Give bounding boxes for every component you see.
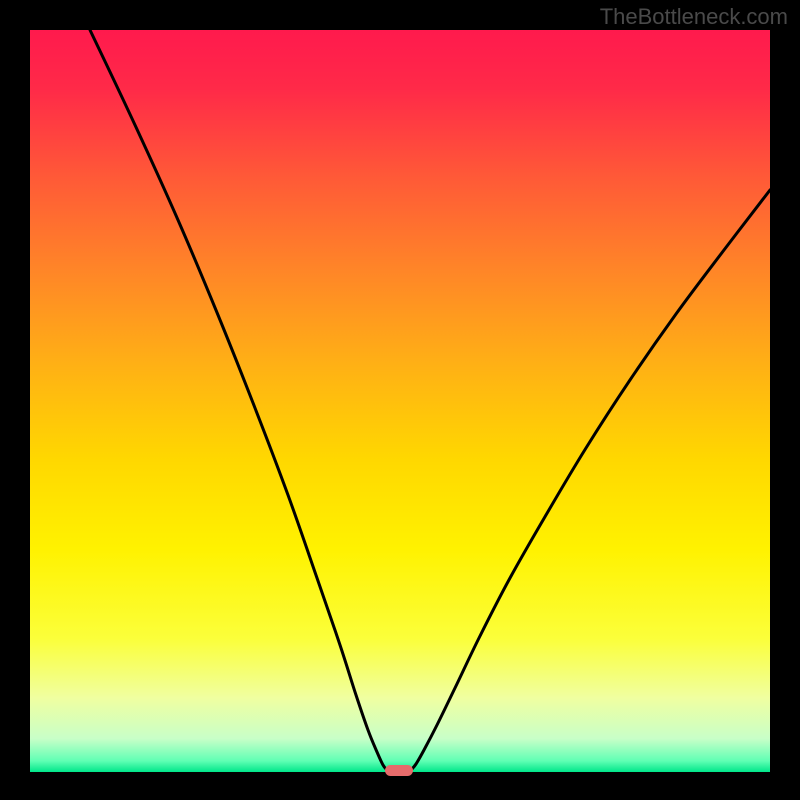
plot-area — [30, 30, 770, 772]
minimum-marker — [385, 765, 413, 776]
watermark-text: TheBottleneck.com — [600, 4, 788, 30]
bottleneck-curve — [30, 30, 770, 772]
